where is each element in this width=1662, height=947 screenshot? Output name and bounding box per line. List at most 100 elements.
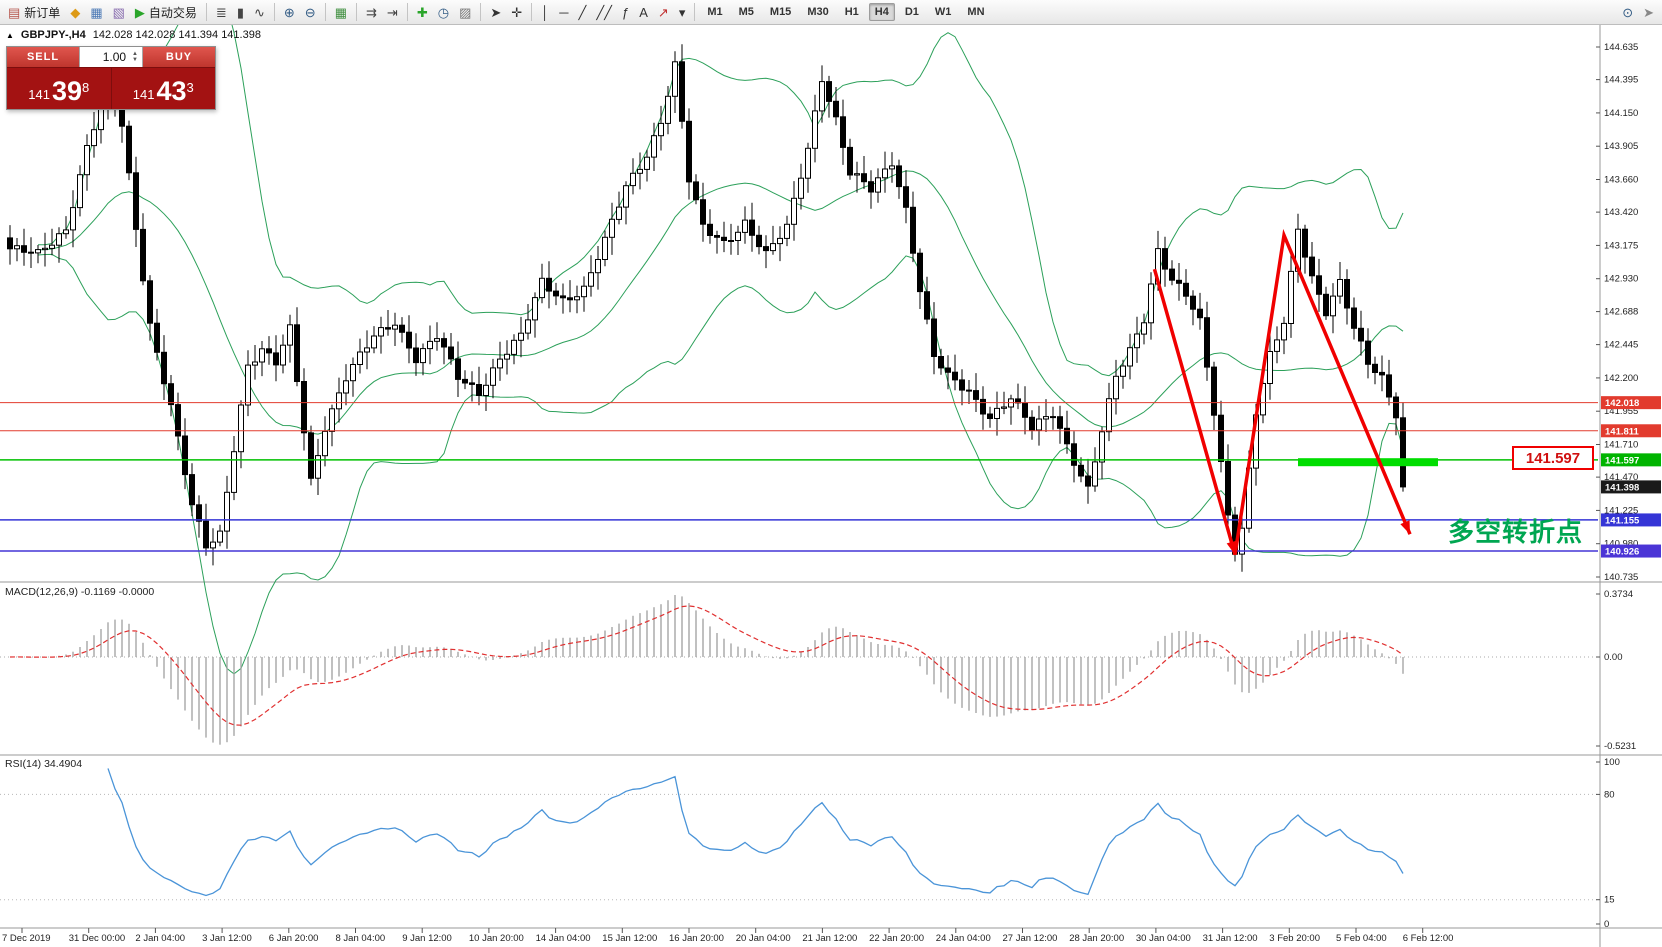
tile-windows-icon[interactable]: ▦ — [331, 2, 351, 23]
svg-text:141.597: 141.597 — [1605, 455, 1639, 466]
navigator-icon: ▧ — [112, 4, 125, 20]
toolbar-separator — [694, 3, 696, 21]
cursor-icon[interactable]: ➤ — [486, 2, 505, 23]
volume-up-icon[interactable]: ▲ — [132, 51, 138, 57]
trend-arrow[interactable] — [1152, 228, 1412, 556]
buy-price[interactable]: 141 43 3 — [111, 68, 215, 109]
crosshair-icon: ✛ — [511, 4, 523, 20]
timeframe-d1[interactable]: D1 — [904, 6, 919, 18]
auto-scroll-icon: ⇉ — [366, 4, 377, 20]
candlestick-icon[interactable]: ▮ — [233, 2, 248, 23]
auto-trading-icon: ▶ — [134, 4, 145, 20]
macd-panel: 0.3734 0.00 -0.5231 — [0, 589, 1636, 752]
auto-trading-button[interactable]: ▶ 自动交易 — [131, 2, 201, 23]
macd-axis-label: 0.00 — [1604, 652, 1623, 663]
timeframe-m30[interactable]: M30 — [807, 6, 829, 18]
templates-icon[interactable]: ▨ — [455, 2, 475, 23]
metaeditor-icon[interactable]: ◆ — [66, 2, 84, 23]
rsi-axis-label: 100 — [1604, 757, 1620, 768]
timeframe-w1[interactable]: W1 — [934, 6, 952, 18]
support-highlight-segment[interactable] — [1298, 458, 1438, 467]
vertical-line-icon[interactable]: │ — [537, 2, 553, 23]
volume-down-icon[interactable]: ▼ — [132, 57, 138, 63]
text-icon[interactable]: A — [635, 2, 652, 23]
shapes-dropdown-icon[interactable]: ▾ — [675, 2, 690, 23]
time-axis-label: 10 Jan 20:00 — [469, 933, 524, 944]
turning-point-annotation[interactable]: 多空转折点 — [1448, 517, 1584, 547]
periods-icon[interactable]: ◷ — [434, 2, 453, 23]
sell-price[interactable]: 141 39 8 — [7, 68, 112, 109]
price-axis-label: 144.150 — [1604, 108, 1638, 119]
sell-button[interactable]: SELL — [7, 47, 79, 67]
indicators-add-icon[interactable]: ✚ — [413, 2, 432, 23]
chart-shift-icon: ⇥ — [386, 4, 398, 20]
svg-text:141.155: 141.155 — [1605, 515, 1640, 526]
macd-axis-label: 0.3734 — [1604, 589, 1633, 600]
chart-shift-icon[interactable]: ⇥ — [383, 2, 402, 23]
price-label-box[interactable]: 141.597 — [1512, 446, 1594, 470]
time-axis-label: 22 Jan 20:00 — [869, 933, 924, 944]
time-axis-label: 5 Feb 04:00 — [1336, 933, 1387, 944]
channel-icon[interactable]: ╱╱ — [592, 2, 616, 23]
price-axis-label: 141.470 — [1604, 472, 1638, 483]
time-axis-label: 7 Dec 2019 — [2, 933, 51, 944]
rsi-axis-label: 0 — [1604, 919, 1609, 930]
timeframe-h1[interactable]: H1 — [844, 6, 859, 18]
one-click-panel-toggle[interactable]: ▲ — [6, 30, 14, 40]
zoom-out-icon[interactable]: ⊖ — [301, 2, 320, 23]
time-axis-label: 6 Feb 12:00 — [1403, 933, 1454, 944]
search-icon[interactable]: ⊙ — [1618, 2, 1637, 23]
crosshair-icon[interactable]: ✛ — [507, 2, 526, 23]
bollinger-upper-band — [38, 0, 1404, 377]
metaeditor-icon: ◆ — [70, 4, 81, 20]
volume-input[interactable] — [80, 49, 129, 65]
time-axis-label: 3 Jan 12:00 — [202, 933, 252, 944]
timeframe-m1[interactable]: M1 — [707, 6, 723, 18]
candles — [7, 44, 1406, 572]
time-axis-label: 6 Jan 20:00 — [269, 933, 319, 944]
pointer-icon: ➤ — [1643, 4, 1654, 20]
navigator-icon[interactable]: ▧ — [109, 2, 129, 23]
rsi-axis-label: 80 — [1604, 789, 1615, 800]
chart-ohlc: 142.028 142.028 141.394 141.398 — [92, 29, 261, 41]
timeframe-mn[interactable]: MN — [967, 6, 985, 18]
text-icon: A — [639, 4, 648, 20]
buy-button[interactable]: BUY — [143, 47, 215, 67]
price-tag: 141.597 — [1601, 453, 1661, 467]
sell-price-big: 39 — [51, 76, 82, 106]
pointer-icon[interactable]: ➤ — [1639, 2, 1658, 23]
zoom-in-icon[interactable]: ⊕ — [280, 2, 299, 23]
time-axis-label: 20 Jan 04:00 — [736, 933, 791, 944]
svg-text:142.018: 142.018 — [1605, 398, 1639, 409]
price-axis-label: 140.735 — [1604, 572, 1638, 583]
timeframe-m5[interactable]: M5 — [738, 6, 754, 18]
horizontal-line-icon[interactable]: ─ — [555, 2, 572, 23]
toolbar-separator — [205, 3, 207, 21]
time-axis: 7 Dec 2019 31 Dec 00:00 2 Jan 04:00 3 Jan 1… — [2, 928, 1453, 944]
time-axis-label: 15 Jan 12:00 — [602, 933, 657, 944]
sell-price-sup: 8 — [82, 80, 90, 95]
trend-arrow-head — [1226, 540, 1237, 555]
arrows-icon[interactable]: ↗ — [654, 2, 673, 23]
fibonacci-icon[interactable]: ƒ — [618, 2, 633, 23]
auto-scroll-icon[interactable]: ⇉ — [362, 2, 381, 23]
new-order-button[interactable]: ▤ 新订单 — [4, 2, 64, 23]
bar-chart-icon[interactable]: ≣ — [212, 2, 231, 23]
trendline-icon[interactable]: ╱ — [575, 2, 591, 23]
timeframe-h4[interactable]: H4 — [868, 3, 895, 21]
price-axis-label: 141.955 — [1604, 406, 1638, 417]
market-watch-icon[interactable]: ▦ — [86, 2, 106, 23]
toolbar-separator — [406, 3, 408, 21]
price-axis-label: 142.200 — [1604, 373, 1638, 384]
price-axis-label: 140.980 — [1604, 539, 1638, 550]
shapes-dropdown-icon: ▾ — [678, 4, 686, 20]
svg-text:140.926: 140.926 — [1605, 547, 1639, 558]
annotations[interactable] — [1152, 228, 1439, 556]
volume-box: ▲ ▼ — [79, 47, 143, 67]
horizontal-lines[interactable]: 142.018 141.811 141.597 141.155 140.926 141.3… — [0, 396, 1661, 558]
line-chart-icon[interactable]: ∿ — [250, 2, 269, 23]
timeframe-m15[interactable]: M15 — [769, 6, 792, 18]
sell-price-prefix: 141 — [28, 87, 50, 102]
time-axis-label: 30 Jan 04:00 — [1136, 933, 1191, 944]
